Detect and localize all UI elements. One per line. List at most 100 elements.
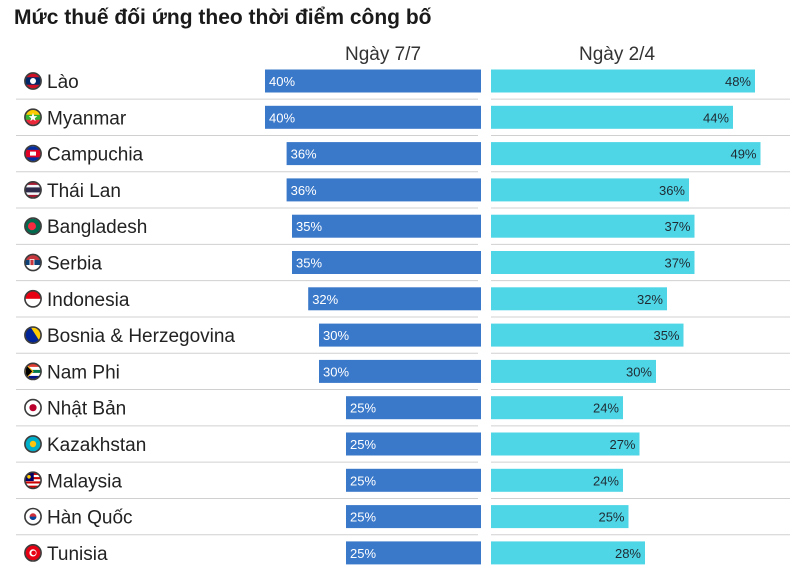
bar-value-label: 36% — [291, 183, 317, 198]
bar-apr-2 — [491, 323, 684, 347]
kazakhstan-flag-icon — [24, 435, 42, 453]
bosnia-flag-icon — [24, 326, 42, 345]
table-row: Nhật Bản 25% 24% — [16, 389, 790, 420]
bar-jul-7 — [286, 178, 481, 202]
bar-apr-2 — [491, 142, 761, 166]
country-label: Myanmar — [47, 108, 127, 129]
table-row: Serbia 35% 37% — [16, 243, 790, 275]
bar-value-label: 27% — [609, 437, 635, 452]
bar-value-label: 35% — [296, 219, 322, 234]
bar-value-label: 37% — [664, 219, 690, 234]
table-row: Kazakhstan 25% 27% — [16, 425, 790, 456]
table-row: Thái Lan 36% 36% — [16, 171, 790, 202]
table-row: Lào 40% 48% — [24, 69, 755, 93]
bar-apr-2 — [491, 396, 623, 420]
myanmar-flag-icon — [24, 108, 42, 127]
bar-value-label: 25% — [350, 510, 376, 525]
bar-apr-2 — [491, 287, 667, 311]
bar-jul-7 — [265, 105, 481, 129]
bar-value-label: 36% — [291, 147, 317, 162]
malaysia-flag-icon — [24, 471, 42, 490]
bar-value-label: 35% — [653, 328, 679, 343]
bar-jul-7 — [292, 251, 481, 274]
bar-value-label: 25% — [350, 473, 376, 488]
bar-jul-7 — [346, 468, 481, 492]
column-header-jul-7: Ngày 7/7 — [344, 44, 422, 65]
bar-value-label: 32% — [312, 292, 338, 307]
bar-jul-7 — [346, 396, 481, 420]
cambodia-flag-icon — [24, 144, 42, 163]
country-label: Malaysia — [47, 471, 122, 492]
bar-jul-7 — [346, 505, 481, 529]
bar-value-label: 25% — [598, 510, 624, 525]
country-label: Bangladesh — [47, 217, 147, 238]
bar-jul-7 — [286, 142, 481, 166]
country-label: Nam Phi — [47, 362, 120, 383]
bar-jul-7 — [319, 323, 481, 347]
table-row: Indonesia 32% 32% — [16, 280, 790, 311]
serbia-flag-icon — [24, 253, 42, 272]
bar-apr-2 — [491, 359, 656, 383]
country-label: Nhật Bản — [47, 399, 126, 420]
table-row: Bangladesh 35% 37% — [16, 207, 790, 238]
chart-title: Mức thuế đối ứng theo thời điểm công bố — [14, 6, 432, 29]
bar-value-label: 30% — [323, 364, 349, 379]
bar-value-label: 40% — [269, 110, 295, 125]
bar-value-label: 49% — [730, 147, 756, 162]
bar-value-label: 32% — [637, 292, 663, 307]
bar-jul-7 — [292, 214, 481, 238]
bar-apr-2 — [491, 69, 755, 93]
bar-apr-2 — [491, 105, 733, 129]
bar-jul-7 — [265, 69, 481, 93]
bar-value-label: 28% — [615, 546, 641, 561]
table-row: Campuchia 36% 49% — [16, 134, 790, 166]
bar-value-label: 24% — [593, 473, 619, 488]
bar-jul-7 — [346, 541, 481, 565]
country-label: Indonesia — [47, 290, 130, 311]
country-label: Lào — [47, 72, 79, 93]
bar-jul-7 — [346, 432, 481, 456]
bangladesh-flag-icon — [24, 217, 42, 236]
bar-value-label: 40% — [269, 74, 295, 89]
bar-value-label: 25% — [350, 401, 376, 416]
country-label: Bosnia & Herzegovina — [47, 326, 235, 347]
bar-value-label: 37% — [664, 256, 690, 271]
bar-value-label: 24% — [593, 401, 619, 416]
country-label: Kazakhstan — [47, 435, 146, 456]
column-header-apr-2: Ngày 2/4 — [578, 44, 656, 65]
tunisia-flag-icon — [24, 544, 42, 562]
bar-apr-2 — [491, 541, 645, 565]
bar-value-label: 44% — [703, 110, 729, 125]
country-label: Serbia — [47, 254, 102, 275]
table-row: Hàn Quốc 25% 25% — [16, 497, 790, 529]
table-row: Bosnia & Herzegovina 30% 35% — [16, 316, 790, 347]
table-row: Nam Phi 30% 30% — [16, 352, 790, 383]
bar-value-label: 36% — [659, 183, 685, 198]
south-africa-flag-icon — [24, 362, 42, 381]
south-korea-flag-icon — [24, 507, 42, 526]
table-row: Malaysia 25% 24% — [16, 461, 790, 492]
bar-apr-2 — [491, 468, 623, 492]
laos-flag-icon — [24, 72, 42, 90]
bar-jul-7 — [308, 287, 481, 311]
bar-value-label: 25% — [350, 546, 376, 561]
country-label: Campuchia — [47, 145, 144, 166]
bar-apr-2 — [491, 178, 689, 202]
bar-value-label: 48% — [725, 74, 751, 89]
bar-value-label: 25% — [350, 437, 376, 452]
japan-flag-icon — [24, 398, 42, 417]
bar-value-label: 35% — [296, 256, 322, 271]
bar-jul-7 — [319, 359, 481, 383]
bar-apr-2 — [491, 432, 640, 456]
bar-apr-2 — [491, 214, 695, 238]
country-label: Thái Lan — [47, 181, 121, 202]
table-row: Tunisia 25% 28% — [16, 534, 790, 565]
thailand-flag-icon — [24, 180, 42, 199]
country-label: Tunisia — [47, 544, 108, 565]
bar-apr-2 — [491, 251, 695, 274]
indonesia-flag-icon — [24, 289, 42, 308]
bar-value-label: 30% — [626, 364, 652, 379]
country-label: Hàn Quốc — [47, 508, 133, 529]
bar-value-label: 30% — [323, 328, 349, 343]
